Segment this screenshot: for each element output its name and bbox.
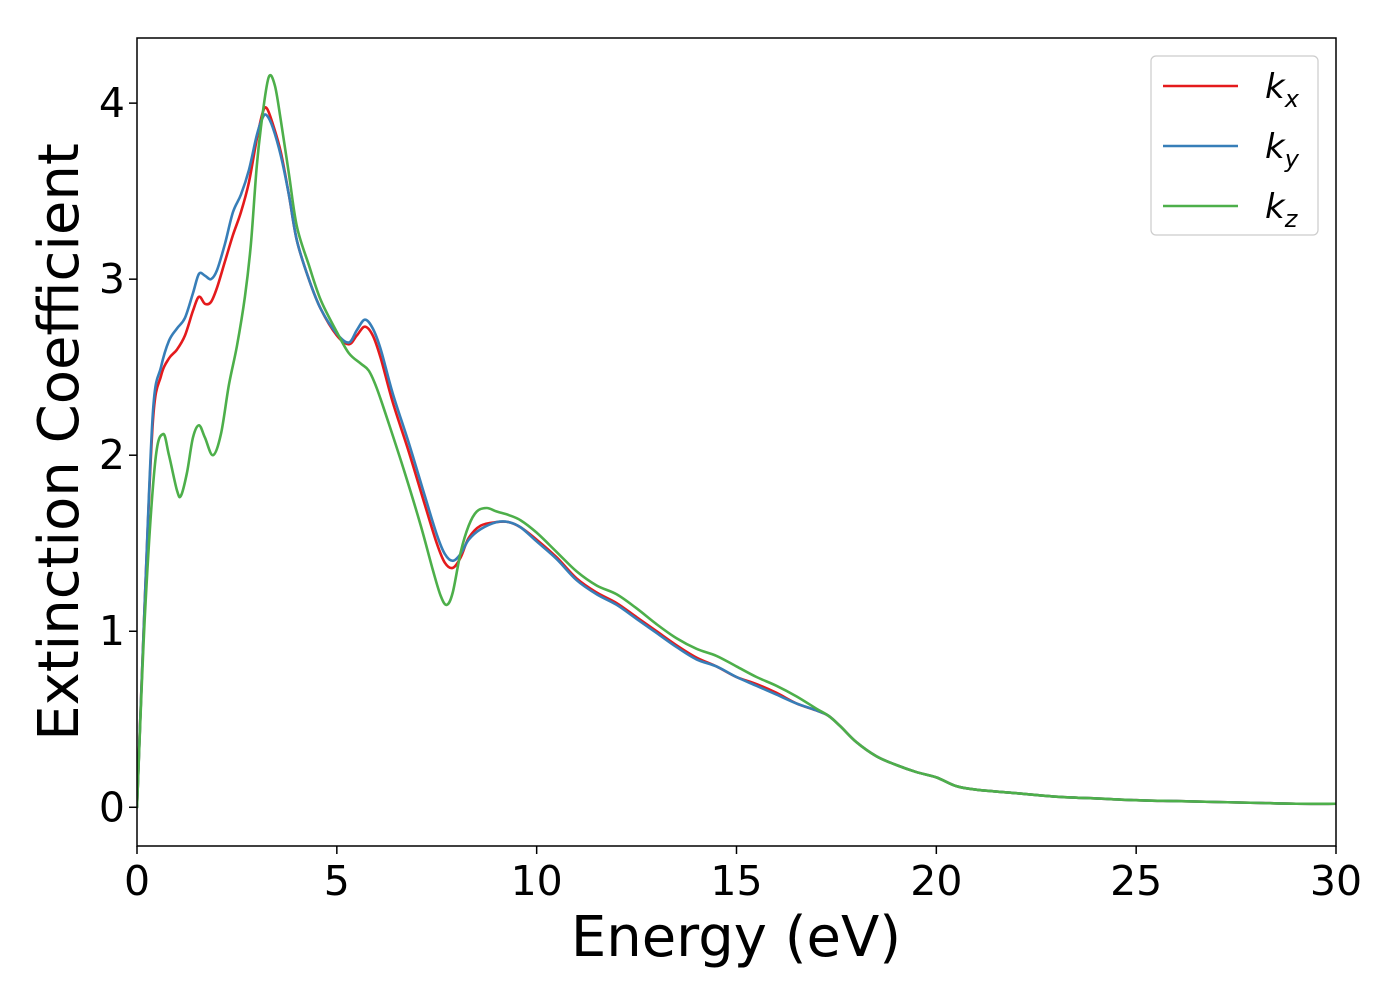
x-tick-label: 15 <box>710 857 762 905</box>
y-axis-ticks: 0 1 2 3 4 <box>99 79 137 831</box>
x-tick-label: 30 <box>1310 857 1362 905</box>
legend-label-k-x: kx <box>1265 67 1300 113</box>
y-tick-label: 0 <box>99 783 125 831</box>
series-lines <box>137 73 1336 809</box>
x-tick-label: 0 <box>124 857 150 905</box>
legend-label-k-y: ky <box>1265 127 1300 173</box>
series-line-k-z <box>137 73 1336 809</box>
y-tick-label: 4 <box>99 79 125 127</box>
y-tick-label: 2 <box>99 431 125 479</box>
y-tick-label: 1 <box>99 607 125 655</box>
x-axis-ticks: 0 5 10 15 20 25 30 <box>124 846 1362 905</box>
x-tick-label: 10 <box>511 857 563 905</box>
x-tick-label: 5 <box>324 857 350 905</box>
x-tick-label: 25 <box>1110 857 1162 905</box>
y-tick-label: 3 <box>99 255 125 303</box>
x-axis-label: Energy (eV) <box>571 905 901 970</box>
x-tick-label: 20 <box>910 857 962 905</box>
y-axis-label: Extinction Coefficient <box>27 143 92 741</box>
